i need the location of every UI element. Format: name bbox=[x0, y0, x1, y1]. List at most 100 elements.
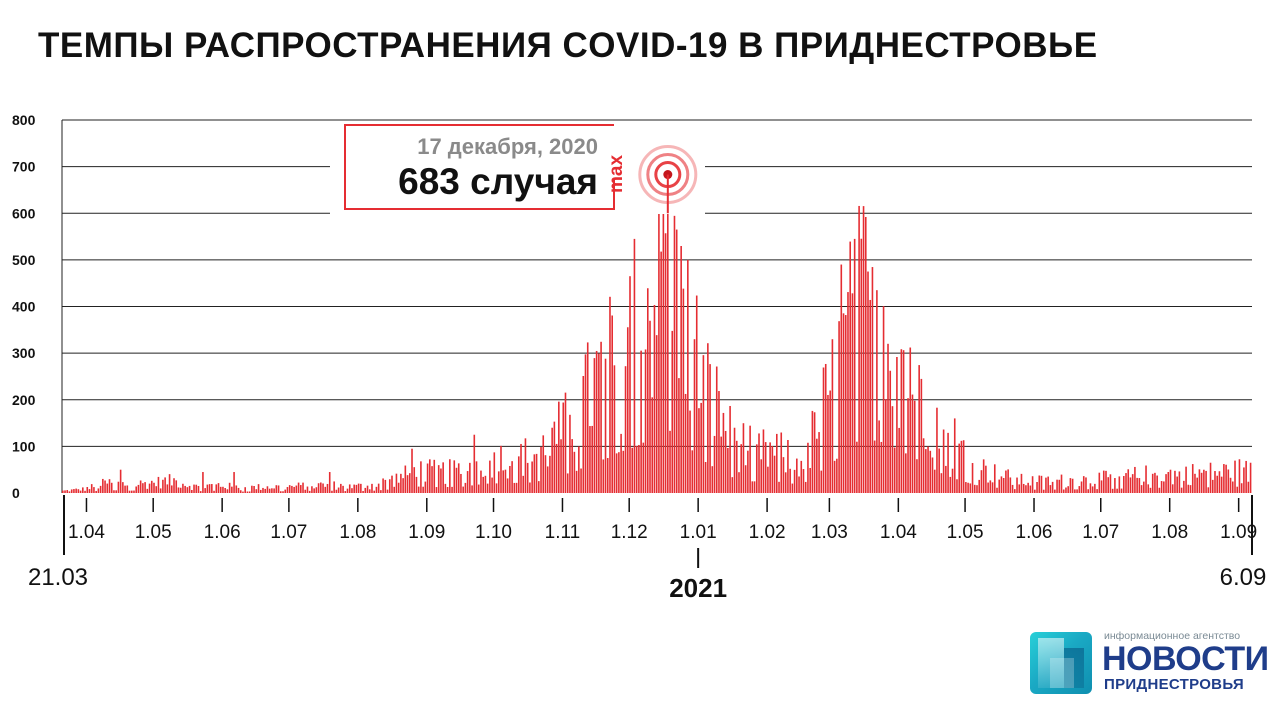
bar bbox=[858, 205, 860, 493]
bar bbox=[386, 489, 389, 493]
bar bbox=[497, 471, 500, 493]
bar bbox=[495, 483, 498, 493]
bar bbox=[715, 366, 718, 493]
bar bbox=[880, 441, 883, 493]
bar bbox=[253, 486, 255, 493]
bar bbox=[233, 472, 235, 493]
bar bbox=[644, 349, 647, 493]
bar bbox=[933, 469, 936, 493]
bar bbox=[1045, 477, 1047, 493]
bar bbox=[293, 486, 295, 493]
bar bbox=[800, 460, 803, 493]
bar bbox=[429, 459, 431, 493]
bar bbox=[755, 444, 758, 493]
bar bbox=[1207, 487, 1210, 493]
bar bbox=[918, 365, 920, 493]
publisher-logo[interactable]: информационное агентство НОВОСТИ ПРИДНЕС… bbox=[1030, 630, 1270, 700]
bar bbox=[406, 475, 409, 493]
bar bbox=[869, 299, 872, 493]
bar bbox=[1245, 460, 1247, 493]
bar bbox=[522, 475, 525, 493]
bar bbox=[867, 271, 869, 493]
bar bbox=[1249, 462, 1252, 493]
bar bbox=[1027, 482, 1029, 493]
bar bbox=[731, 477, 734, 493]
bar bbox=[1096, 489, 1098, 493]
bar bbox=[342, 485, 344, 493]
bar bbox=[475, 461, 478, 493]
bar bbox=[762, 429, 765, 493]
bar bbox=[1216, 475, 1219, 493]
bar bbox=[862, 206, 865, 494]
bar bbox=[153, 482, 155, 493]
bar bbox=[1143, 481, 1145, 493]
bar bbox=[159, 488, 162, 493]
bar bbox=[179, 487, 182, 493]
bar bbox=[787, 440, 789, 493]
bar bbox=[86, 487, 89, 493]
bar bbox=[638, 444, 640, 493]
bar bbox=[1074, 489, 1076, 493]
annotation-backdrop bbox=[330, 122, 705, 214]
bar bbox=[1187, 484, 1190, 493]
bar bbox=[729, 405, 731, 493]
x-tick-label: 1.06 bbox=[1016, 522, 1053, 543]
bar bbox=[751, 481, 754, 493]
bar bbox=[64, 490, 66, 493]
bar bbox=[1007, 469, 1009, 493]
bar bbox=[1176, 476, 1178, 493]
bar bbox=[248, 491, 251, 493]
bar bbox=[431, 466, 433, 493]
bar bbox=[667, 174, 669, 494]
bar bbox=[938, 448, 940, 493]
bar bbox=[609, 296, 611, 493]
bar bbox=[197, 485, 200, 493]
bar bbox=[1122, 476, 1125, 493]
bar bbox=[251, 485, 253, 493]
bar bbox=[1129, 477, 1132, 493]
bar bbox=[1098, 472, 1101, 493]
bar bbox=[820, 470, 823, 493]
bar bbox=[591, 425, 593, 493]
year-label: 2021 bbox=[669, 573, 727, 603]
bar bbox=[235, 485, 238, 493]
bar bbox=[582, 375, 585, 493]
bar bbox=[119, 469, 122, 493]
bar bbox=[1022, 483, 1025, 493]
bar bbox=[818, 432, 820, 493]
bar bbox=[231, 486, 233, 493]
bar bbox=[646, 288, 649, 493]
bar bbox=[457, 463, 460, 493]
bar bbox=[506, 478, 509, 493]
bar bbox=[925, 449, 927, 493]
bar bbox=[1085, 477, 1087, 493]
bar bbox=[148, 483, 151, 493]
bar bbox=[422, 486, 424, 493]
bar bbox=[742, 423, 745, 493]
bar bbox=[842, 313, 845, 493]
bar bbox=[671, 330, 674, 493]
bar bbox=[326, 483, 329, 493]
bar bbox=[446, 487, 449, 493]
bar bbox=[77, 489, 80, 493]
bar bbox=[553, 421, 556, 493]
bar bbox=[1127, 469, 1130, 493]
bar bbox=[684, 393, 687, 493]
bar bbox=[348, 484, 351, 493]
bar bbox=[380, 490, 382, 493]
x-tick-label: 1.09 bbox=[1220, 522, 1257, 543]
bar bbox=[1051, 481, 1054, 493]
bar bbox=[1156, 475, 1158, 493]
bar bbox=[228, 482, 231, 493]
logo-tagline: информационное агентство bbox=[1104, 630, 1241, 642]
bar bbox=[1047, 476, 1049, 493]
bar bbox=[466, 471, 469, 493]
bar bbox=[306, 486, 309, 493]
bar bbox=[102, 478, 104, 493]
bar bbox=[1185, 466, 1187, 493]
bar bbox=[1087, 489, 1089, 493]
bar bbox=[460, 473, 462, 493]
bar bbox=[753, 481, 756, 493]
y-tick-label: 700 bbox=[12, 159, 36, 175]
bar bbox=[1116, 488, 1118, 493]
